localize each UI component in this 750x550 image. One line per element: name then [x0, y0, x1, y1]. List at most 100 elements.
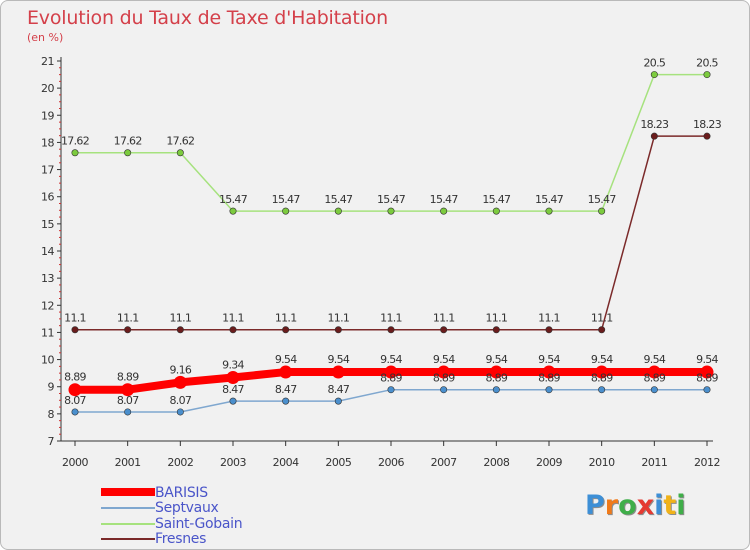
data-point-fresnes	[703, 132, 711, 140]
data-point-septvaux	[334, 397, 342, 405]
data-point-saint-gobain	[334, 207, 342, 215]
data-label-septvaux: 8.89	[433, 372, 455, 385]
data-point-barisis	[595, 365, 609, 379]
y-tick-label: 7	[48, 435, 55, 448]
data-point-barisis	[384, 365, 398, 379]
data-label-barisis: 9.54	[380, 353, 402, 366]
y-tick-label: 20	[41, 82, 54, 95]
data-point-barisis	[700, 365, 714, 379]
data-label-fresnes: 11.1	[380, 312, 402, 325]
data-label-saint-gobain: 15.47	[588, 193, 617, 206]
data-point-saint-gobain	[650, 71, 658, 79]
x-tick-label: 2003	[220, 456, 246, 469]
data-label-saint-gobain: 20.5	[643, 57, 665, 70]
data-label-fresnes: 11.1	[485, 312, 507, 325]
data-point-septvaux	[387, 386, 395, 394]
proxiti-logo: Proxiti	[585, 490, 686, 521]
data-point-fresnes	[71, 326, 79, 334]
data-point-fresnes	[282, 326, 290, 334]
data-label-fresnes: 11.1	[169, 312, 191, 325]
data-label-septvaux: 8.47	[222, 383, 244, 396]
chart-unit-label: (en %)	[27, 31, 64, 44]
x-tick-label: 2008	[483, 456, 509, 469]
data-point-barisis	[68, 383, 82, 397]
data-point-septvaux	[598, 386, 606, 394]
x-tick-label: 2012	[694, 456, 720, 469]
x-tick-label: 2001	[115, 456, 141, 469]
data-point-fresnes	[650, 132, 658, 140]
data-label-septvaux: 8.89	[591, 372, 613, 385]
legend-label-septvaux: Septvaux	[155, 500, 219, 516]
data-point-septvaux	[124, 408, 132, 416]
data-point-fresnes	[229, 326, 237, 334]
data-label-saint-gobain: 20.5	[696, 57, 718, 70]
data-point-saint-gobain	[545, 207, 553, 215]
data-label-septvaux: 8.47	[275, 383, 297, 396]
data-label-fresnes: 11.1	[117, 312, 139, 325]
legend-label-saint-gobain: Saint-Gobain	[155, 516, 243, 532]
data-label-septvaux: 8.89	[643, 372, 665, 385]
data-point-fresnes	[598, 326, 606, 334]
data-point-fresnes	[545, 326, 553, 334]
data-label-fresnes: 11.1	[327, 312, 349, 325]
data-point-barisis	[542, 365, 556, 379]
data-point-septvaux	[545, 386, 553, 394]
data-label-septvaux: 8.07	[117, 394, 139, 407]
data-point-saint-gobain	[229, 207, 237, 215]
data-label-barisis: 8.89	[117, 371, 139, 384]
chart-series-markers	[68, 71, 714, 416]
data-label-fresnes: 18.23	[693, 118, 722, 131]
data-label-saint-gobain: 15.47	[377, 193, 406, 206]
data-point-fresnes	[176, 326, 184, 334]
y-tick-label: 17	[41, 164, 54, 177]
x-tick-label: 2000	[62, 456, 88, 469]
y-tick-label: 21	[41, 55, 54, 68]
data-point-saint-gobain	[492, 207, 500, 215]
chart-axes: 7 8 9 10 11 12 13 14 15 16 17 18 19 20 21 2000 2001 2002 2…	[41, 55, 721, 469]
data-label-barisis: 9.54	[643, 353, 665, 366]
data-point-septvaux	[282, 397, 290, 405]
y-tick-label: 13	[41, 272, 54, 285]
x-tick-label: 2006	[378, 456, 404, 469]
data-point-septvaux	[650, 386, 658, 394]
y-tick-label: 12	[41, 299, 54, 312]
data-point-barisis	[331, 365, 345, 379]
data-point-fresnes	[440, 326, 448, 334]
legend-swatch-saint-gobain	[101, 523, 155, 525]
data-label-fresnes: 11.1	[222, 312, 244, 325]
data-label-barisis: 9.54	[327, 353, 349, 366]
y-tick-label: 16	[41, 191, 54, 204]
legend-label-fresnes: Fresnes	[155, 531, 207, 547]
series-line-fresnes	[75, 135, 707, 331]
data-label-saint-gobain: 17.62	[114, 135, 142, 148]
data-label-septvaux: 8.89	[696, 372, 718, 385]
data-point-saint-gobain	[124, 149, 132, 157]
x-tick-label: 2010	[589, 456, 615, 469]
data-point-fresnes	[124, 326, 132, 334]
data-label-barisis: 9.16	[169, 363, 191, 376]
data-label-saint-gobain: 15.47	[535, 193, 564, 206]
data-label-saint-gobain: 15.47	[430, 193, 459, 206]
data-label-saint-gobain: 17.62	[61, 135, 89, 148]
data-point-fresnes	[387, 326, 395, 334]
legend-swatch-septvaux	[101, 507, 155, 509]
y-tick-label: 11	[41, 326, 54, 339]
x-tick-label: 2002	[167, 456, 193, 469]
y-tick-label: 8	[48, 408, 55, 421]
data-label-saint-gobain: 15.47	[219, 193, 248, 206]
data-label-saint-gobain: 15.47	[482, 193, 511, 206]
chart-title: Evolution du Taux de Taxe d'Habitation	[27, 7, 388, 29]
data-label-barisis: 9.54	[485, 353, 507, 366]
data-point-saint-gobain	[598, 207, 606, 215]
data-point-saint-gobain	[282, 207, 290, 215]
data-point-barisis	[121, 383, 135, 397]
data-point-septvaux	[176, 408, 184, 416]
data-point-septvaux	[492, 386, 500, 394]
data-point-septvaux	[71, 408, 79, 416]
y-tick-label: 9	[48, 381, 55, 394]
data-label-saint-gobain: 17.62	[166, 135, 194, 148]
y-tick-label: 14	[41, 245, 54, 258]
data-point-barisis	[489, 365, 503, 379]
x-tick-label: 2004	[273, 456, 299, 469]
